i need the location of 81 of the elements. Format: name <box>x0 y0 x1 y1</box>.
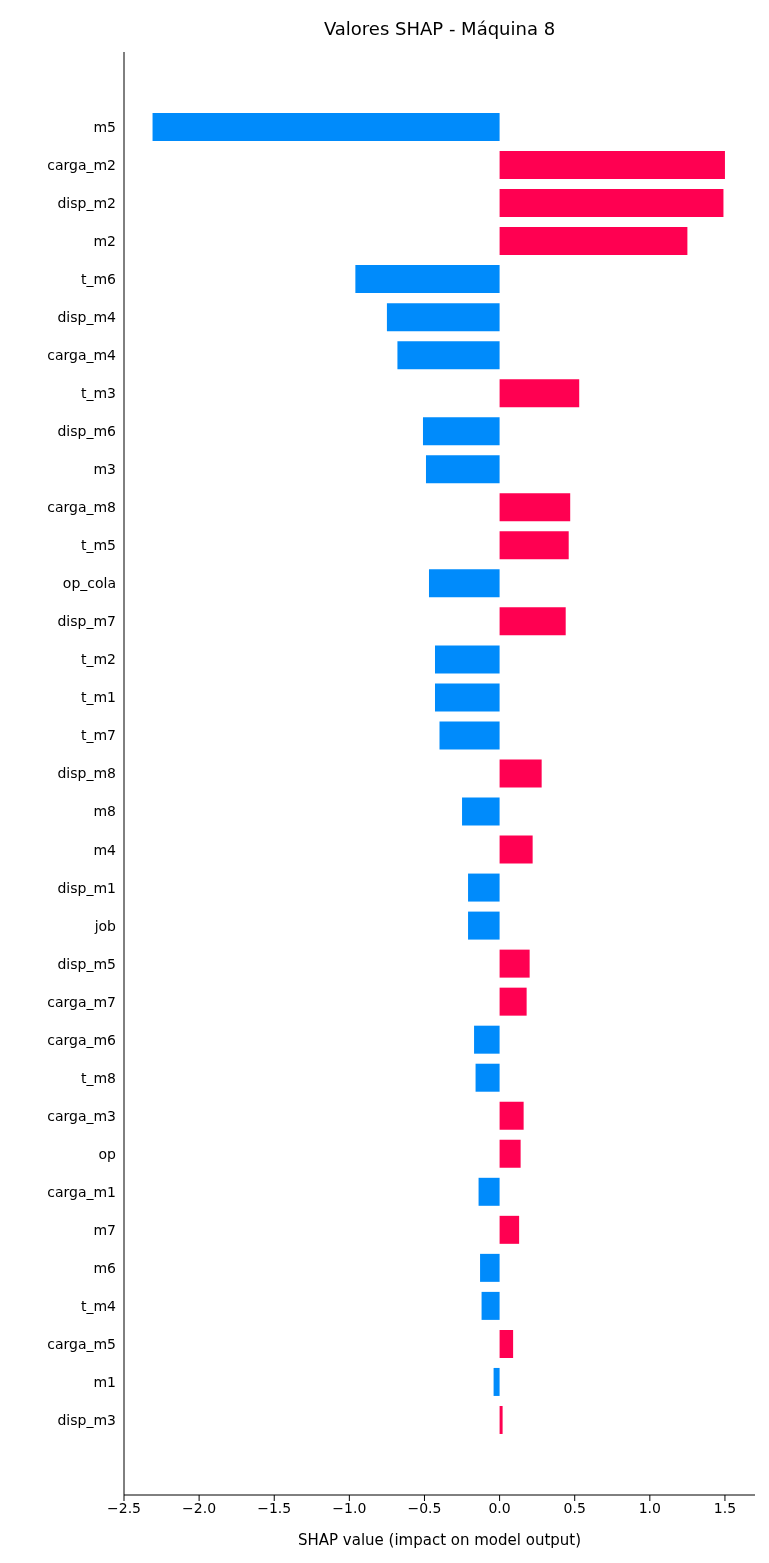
bar <box>499 227 688 256</box>
bar <box>468 873 500 902</box>
bar <box>499 189 724 218</box>
y-tick-label: m7 <box>93 1221 116 1238</box>
y-tick-label: t_m5 <box>80 537 116 554</box>
bar <box>425 455 500 484</box>
y-tick-label: disp_m8 <box>57 765 116 782</box>
bar <box>499 1405 503 1434</box>
x-tick-label: −0.5 <box>407 1499 442 1516</box>
bar <box>499 379 580 408</box>
y-tick-label: t_m3 <box>80 385 116 402</box>
y-tick-label: disp_m5 <box>57 955 116 972</box>
bar <box>499 531 569 560</box>
bar <box>434 683 500 712</box>
y-tick-label: m4 <box>93 841 117 858</box>
bar <box>499 607 566 636</box>
bar <box>386 303 500 332</box>
bar <box>499 987 527 1016</box>
bar <box>499 949 530 978</box>
y-tick-label: carga_m2 <box>47 157 116 174</box>
y-tick-label: disp_m3 <box>57 1411 116 1428</box>
y-tick-label: t_m2 <box>80 651 116 668</box>
bar <box>499 1215 520 1244</box>
x-tick-label: −1.5 <box>257 1499 292 1516</box>
y-tick-label: m5 <box>93 118 116 135</box>
bar <box>499 835 533 864</box>
bar <box>499 759 542 788</box>
y-tick-label: m2 <box>93 233 116 250</box>
bar <box>499 493 571 522</box>
bar <box>468 911 500 940</box>
y-tick-label: carga_m1 <box>47 1183 116 1200</box>
bar <box>462 797 500 826</box>
y-tick-label: carga_m4 <box>47 347 117 364</box>
bar <box>434 645 500 674</box>
bar <box>478 1177 500 1206</box>
x-tick-label: 0.0 <box>488 1499 511 1516</box>
y-tick-label: t_m8 <box>80 1069 116 1086</box>
x-tick-label: −2.5 <box>107 1499 141 1516</box>
bar <box>355 265 500 294</box>
bar <box>422 417 500 446</box>
x-tick-label: −2.0 <box>182 1499 217 1516</box>
y-tick-label: op <box>98 1145 117 1162</box>
y-tick-label: m3 <box>93 461 116 478</box>
y-tick-label: disp_m4 <box>57 309 117 326</box>
y-tick-label: job <box>93 917 117 934</box>
y-tick-label: t_m6 <box>80 271 117 288</box>
y-tick-label: op_cola <box>62 575 116 592</box>
y-tick-label: disp_m6 <box>57 423 117 440</box>
bar <box>152 113 500 141</box>
y-tick-label: t_m7 <box>80 727 116 744</box>
bar <box>475 1063 500 1092</box>
x-tick-label: 1.0 <box>638 1499 661 1516</box>
y-tick-label: carga_m8 <box>47 499 116 516</box>
y-tick-label: m6 <box>93 1259 117 1276</box>
bar <box>474 1025 500 1054</box>
bar <box>493 1367 500 1396</box>
x-tick-label: 0.5 <box>563 1499 586 1516</box>
y-tick-label: carga_m5 <box>47 1335 116 1352</box>
bar <box>499 1139 521 1168</box>
y-tick-label: disp_m1 <box>57 879 116 896</box>
x-tick-label: 1.5 <box>713 1499 737 1516</box>
y-tick-label: carga_m6 <box>47 1031 117 1048</box>
y-tick-label: carga_m3 <box>47 1107 116 1124</box>
y-tick-label: carga_m7 <box>47 993 116 1010</box>
x-tick-label: −1.0 <box>332 1499 367 1516</box>
bar <box>481 1291 500 1320</box>
bar <box>499 1101 524 1130</box>
y-tick-label: m1 <box>93 1373 116 1390</box>
bar <box>439 721 500 750</box>
y-tick-label: t_m1 <box>80 689 116 706</box>
chart-title: Valores SHAP - Máquina 8 <box>322 18 557 39</box>
bar <box>499 1329 514 1358</box>
bar <box>480 1253 500 1282</box>
bar <box>397 341 500 370</box>
y-tick-label: m8 <box>93 803 116 820</box>
y-tick-label: disp_m2 <box>57 195 116 212</box>
y-tick-label: t_m4 <box>80 1297 117 1314</box>
bar <box>499 151 725 180</box>
bar <box>428 569 500 598</box>
x-axis-title: SHAP value (impact on model output) <box>297 1531 582 1549</box>
y-tick-label: disp_m7 <box>57 613 116 630</box>
